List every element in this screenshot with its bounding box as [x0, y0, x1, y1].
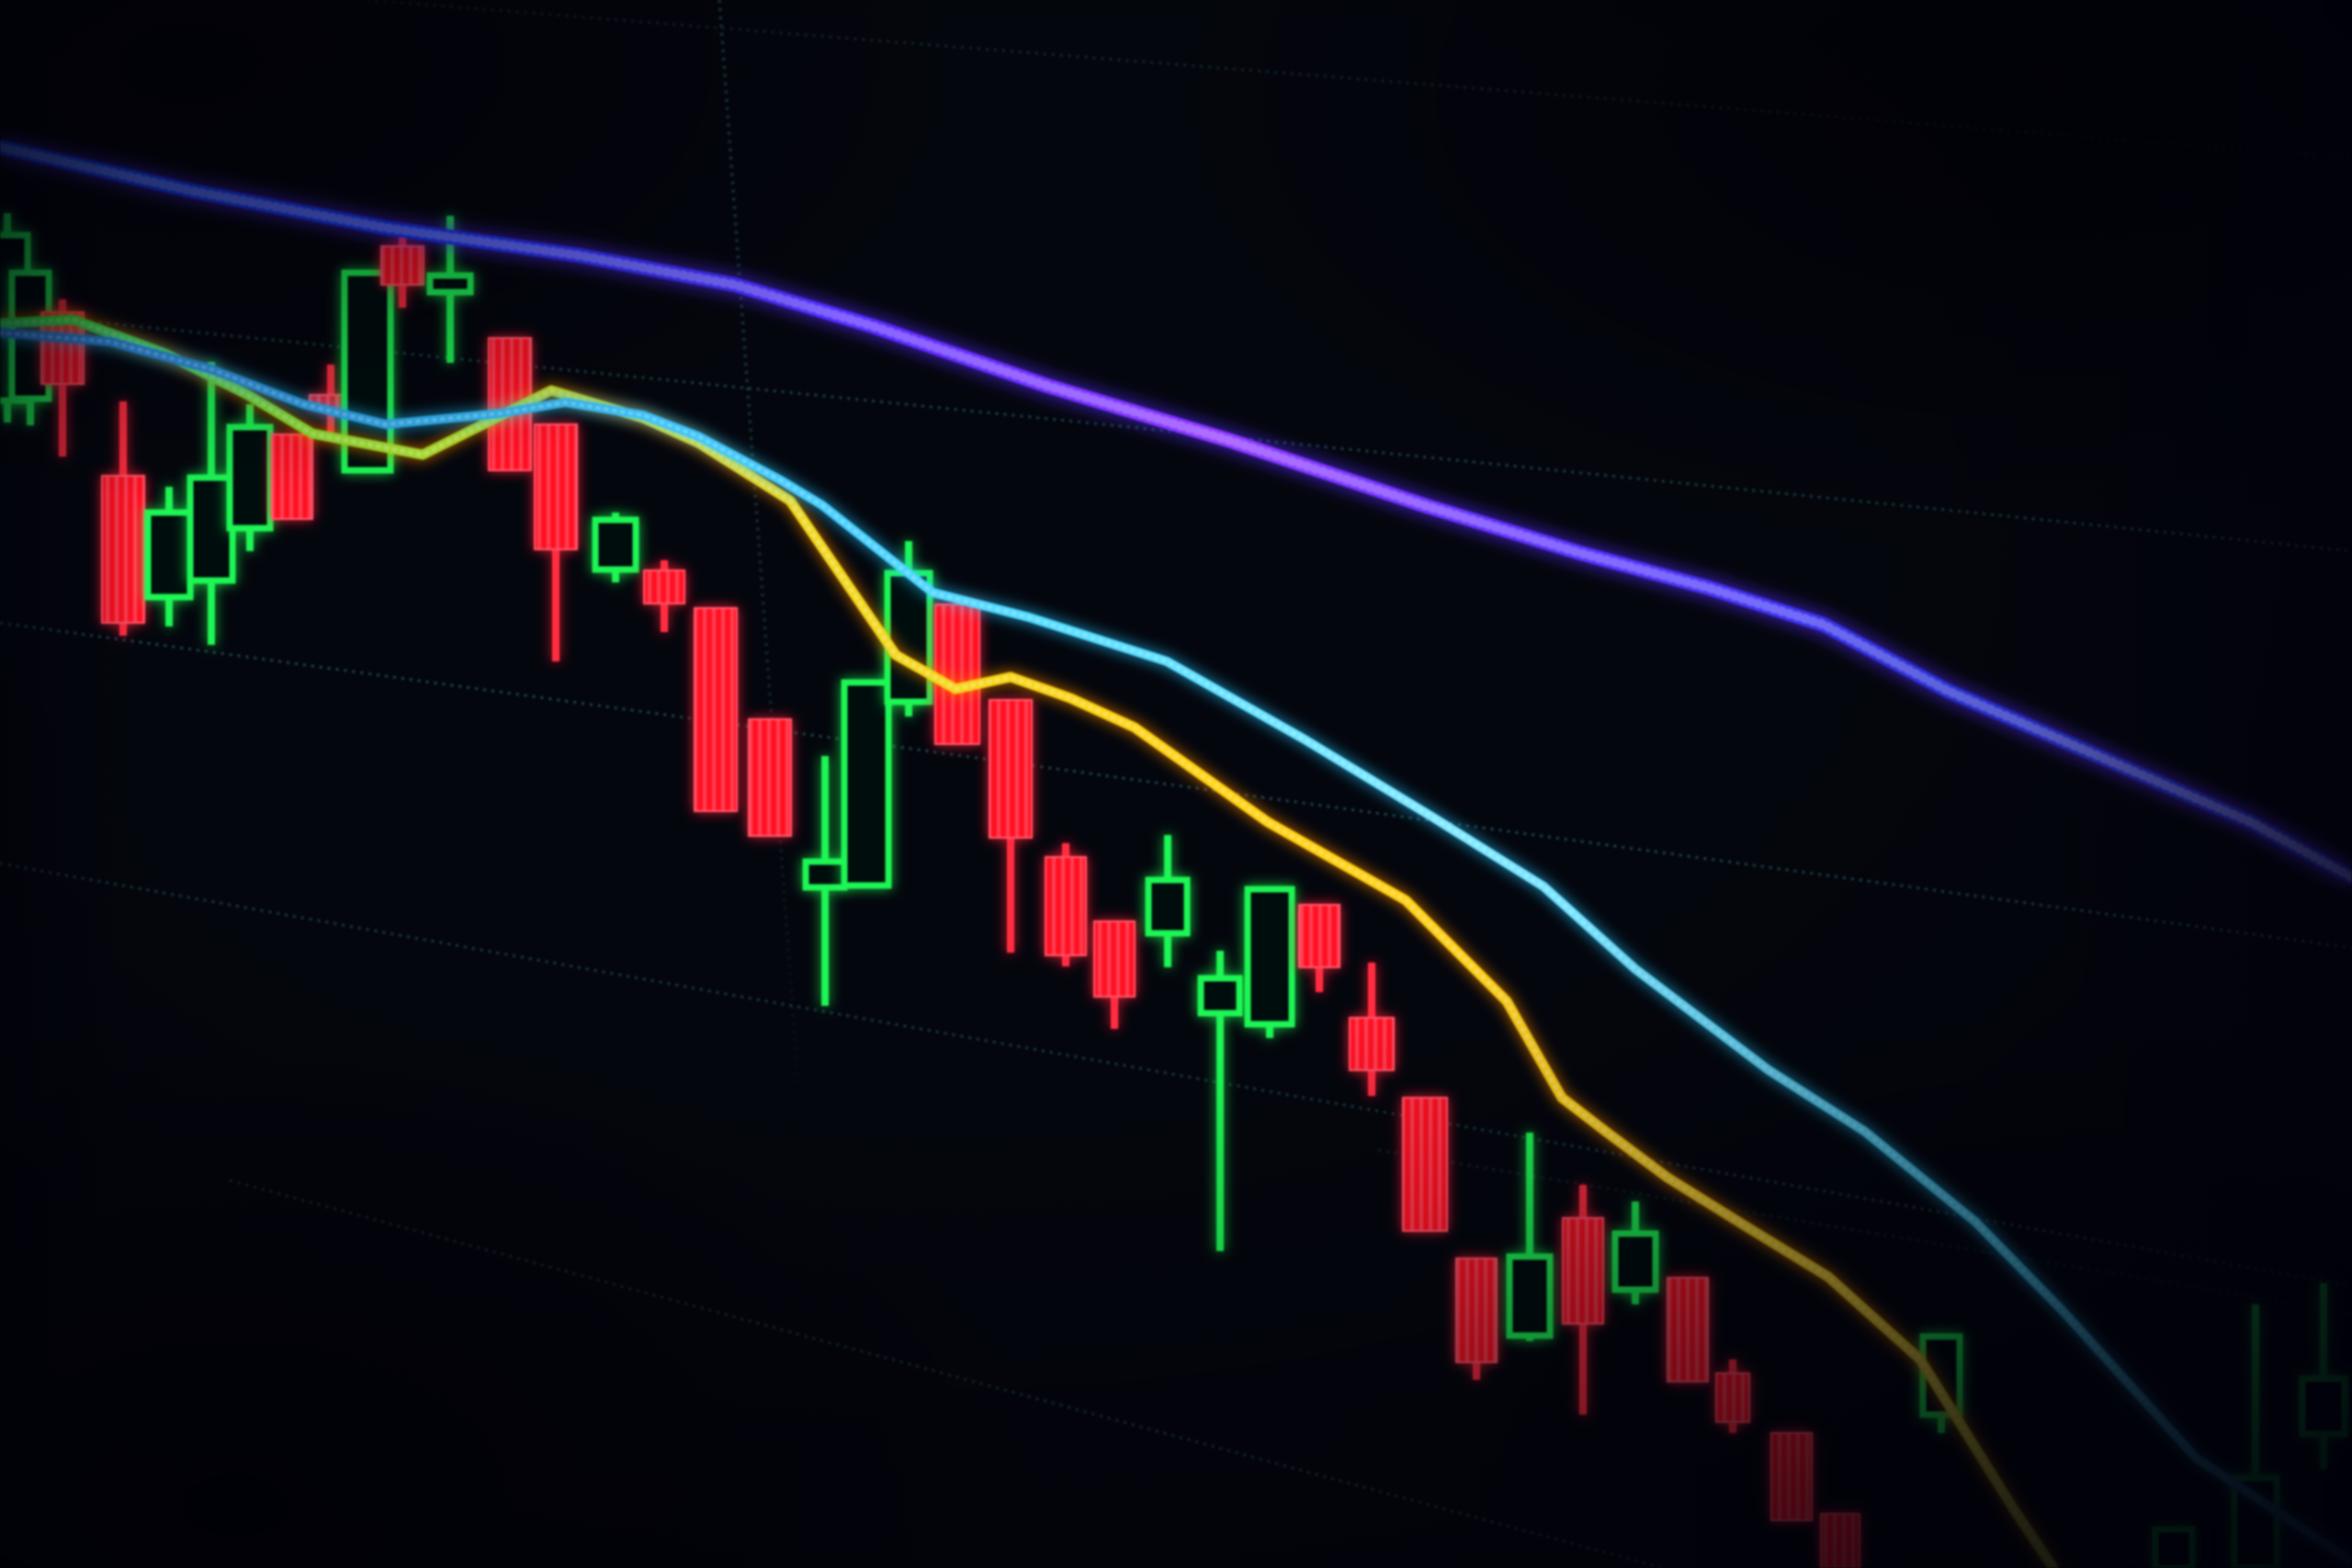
candle-body-hollow	[144, 509, 194, 601]
bearish-candle	[748, 718, 792, 837]
candle-body-solid	[1820, 1513, 1860, 1568]
candle-body-solid	[380, 245, 424, 286]
candle-body-hollow	[592, 516, 639, 573]
candle-body-solid	[1455, 1258, 1498, 1363]
bullish-candle	[1244, 886, 1295, 1038]
candle-body-solid	[1715, 1372, 1750, 1423]
candle-body-hollow	[1244, 886, 1295, 1028]
bullish-candle	[841, 679, 892, 889]
bullish-candle	[226, 404, 274, 551]
candle-body-hollow	[187, 474, 236, 584]
bearish-candle	[271, 434, 313, 520]
candle-body-solid	[1667, 1277, 1709, 1382]
candle-body-solid	[101, 475, 145, 624]
candle-body-solid	[1349, 1017, 1395, 1071]
candle-body-solid	[1562, 1217, 1604, 1325]
bearish-candle	[694, 607, 738, 812]
candle-body-solid	[271, 434, 313, 520]
candle-body-hollow	[226, 423, 274, 532]
candle-body-solid	[748, 718, 792, 837]
bearish-candle	[1820, 1513, 1860, 1568]
candle-body-hollow	[802, 858, 848, 891]
bearish-candle	[1402, 1097, 1448, 1232]
candle-body-hollow	[1197, 975, 1243, 1017]
candle-body-hollow	[2299, 1375, 2348, 1438]
bearish-candle	[1667, 1277, 1709, 1382]
bullish-candle	[2152, 1526, 2196, 1568]
bearish-candle	[1455, 1258, 1498, 1380]
candle-body-hollow	[1506, 1253, 1554, 1339]
bullish-candle	[592, 513, 639, 582]
candle-body-hollow	[1145, 876, 1191, 937]
candle-body-hollow	[841, 679, 892, 889]
bearish-candle	[1770, 1432, 1813, 1521]
bearish-candle	[1045, 843, 1087, 966]
candle-body-solid	[934, 604, 980, 745]
candle-body-solid	[1298, 904, 1340, 968]
candle-body-solid	[694, 607, 738, 812]
candle-body-hollow	[1611, 1230, 1659, 1293]
candle-body-solid	[1093, 920, 1136, 998]
candle-body-solid	[534, 423, 578, 550]
candle-body-solid	[1770, 1432, 1813, 1521]
candle-body-hollow	[884, 570, 933, 705]
candle-body-hollow	[426, 272, 474, 296]
candle-body-hollow	[2152, 1526, 2196, 1568]
candle-body-solid	[1045, 856, 1087, 956]
bearish-candle	[934, 604, 980, 745]
candle-body-solid	[1402, 1097, 1448, 1232]
candle-body-solid	[643, 570, 685, 604]
candle-body-solid	[989, 699, 1033, 839]
